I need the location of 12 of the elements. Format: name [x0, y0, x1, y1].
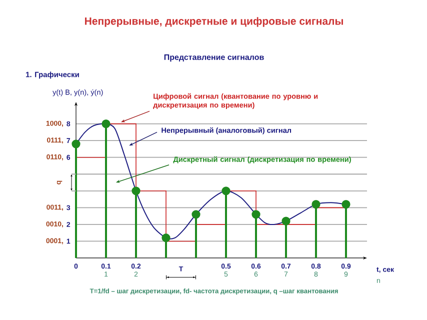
point: [312, 200, 320, 209]
point: [72, 140, 80, 148]
chart-subtitle: Представление сигналов: [164, 54, 264, 62]
point: [342, 200, 350, 209]
point: [162, 234, 170, 242]
point: [132, 186, 140, 196]
chart-title: Непрерывные, дискретные и цифровые сигналы: [85, 17, 343, 27]
point: [222, 186, 230, 196]
point: [252, 210, 260, 219]
point: [282, 216, 290, 226]
point: [192, 210, 200, 219]
point: [102, 119, 110, 128]
